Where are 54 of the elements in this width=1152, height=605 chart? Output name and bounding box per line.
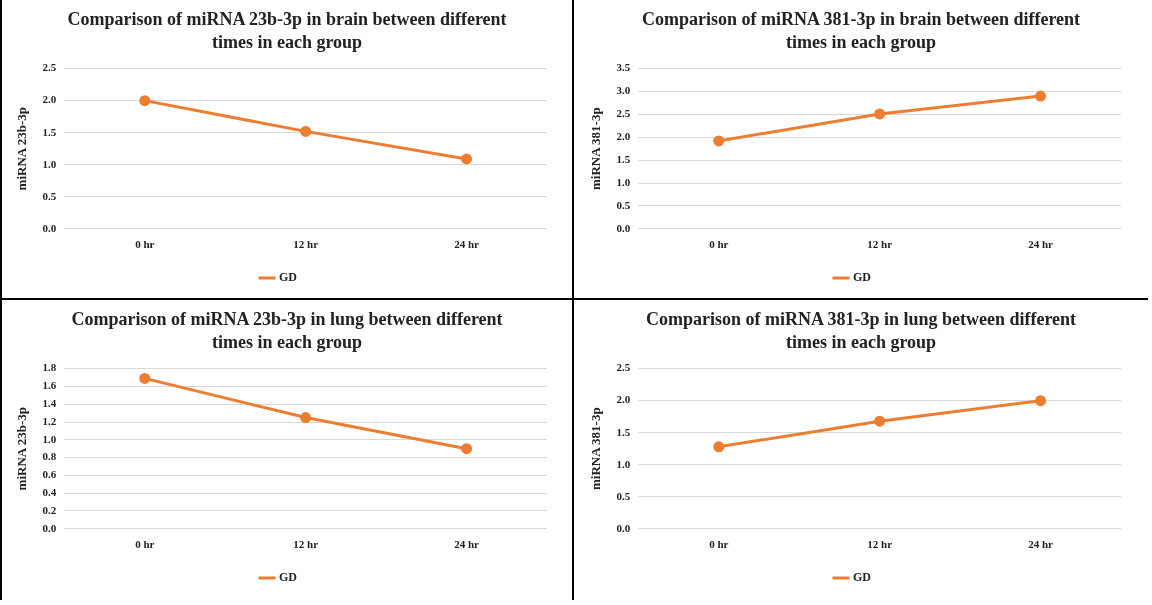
y-tick-label: 1.0: [42, 432, 57, 445]
y-tick-label: 1.2: [42, 414, 57, 427]
y-tick-label: 0.4: [42, 486, 57, 499]
y-tick-label: 0.2: [42, 503, 57, 516]
y-tick-label: 1.4: [42, 397, 57, 410]
y-tick-label: 1.0: [616, 457, 631, 470]
y-tick-label: 1.5: [616, 152, 631, 165]
y-tick-label: 2.5: [42, 61, 57, 74]
y-tick-label: 1.0: [616, 175, 631, 188]
y-tick-label: 1.5: [42, 125, 57, 138]
x-tick-label: 24 hr: [1028, 238, 1054, 251]
x-tick-label: 12 hr: [293, 238, 319, 251]
x-tick-label: 24 hr: [454, 238, 480, 251]
y-tick-label: 2.5: [616, 361, 631, 374]
x-tick-label: 0 hr: [135, 538, 155, 551]
x-tick-label: 0 hr: [709, 538, 729, 551]
y-tick-label: 2.0: [616, 393, 631, 406]
chart-title: Comparison of miRNA 23b-3p in lung between different times in each group: [70, 308, 504, 354]
legend-label: GD: [853, 270, 872, 285]
y-tick-label: 0.0: [616, 521, 631, 534]
legend-label: GD: [853, 570, 872, 585]
y-tick-label: 3.0: [616, 84, 631, 97]
legend-label: GD: [279, 570, 298, 585]
y-axis-title: miRNA 23b-3p: [14, 106, 30, 191]
chart-title: Comparison of miRNA 23b-3p in brain between different times in each group: [66, 8, 508, 54]
chart-title: Comparison of miRNA 381-3p in brain between different times in each group: [640, 8, 1082, 54]
y-tick-label: 0.8: [42, 450, 57, 463]
chart-title: Comparison of miRNA 381-3p in lung between different times in each group: [644, 308, 1078, 354]
y-tick-label: 1.8: [42, 361, 57, 374]
x-tick-label: 12 hr: [867, 238, 893, 251]
y-tick-label: 0.0: [42, 221, 57, 234]
y-tick-label: 1.6: [42, 379, 57, 392]
x-tick-label: 12 hr: [293, 538, 319, 551]
y-tick-label: 2.0: [616, 130, 631, 143]
y-tick-label: 0.5: [42, 189, 57, 202]
y-tick-label: 2.5: [616, 107, 631, 120]
y-tick-label: 3.5: [616, 61, 631, 74]
y-tick-label: 0.6: [42, 468, 57, 481]
y-tick-label: 0.0: [616, 221, 631, 234]
x-tick-label: 0 hr: [709, 238, 729, 251]
y-tick-label: 1.5: [616, 425, 631, 438]
legend-label: GD: [279, 270, 298, 285]
y-tick-label: 2.0: [42, 93, 57, 106]
y-axis-title: miRNA 381-3p: [588, 407, 604, 491]
x-tick-label: 12 hr: [867, 538, 893, 551]
y-tick-label: 0.5: [616, 489, 631, 502]
y-tick-label: 0.5: [616, 198, 631, 211]
y-tick-label: 1.0: [42, 157, 57, 170]
x-tick-label: 24 hr: [454, 538, 480, 551]
x-tick-label: 0 hr: [135, 238, 155, 251]
y-axis-title: miRNA 381-3p: [588, 107, 604, 191]
y-tick-label: 0.0: [42, 521, 57, 534]
x-tick-label: 24 hr: [1028, 538, 1054, 551]
y-axis-title: miRNA 23b-3p: [14, 406, 30, 491]
